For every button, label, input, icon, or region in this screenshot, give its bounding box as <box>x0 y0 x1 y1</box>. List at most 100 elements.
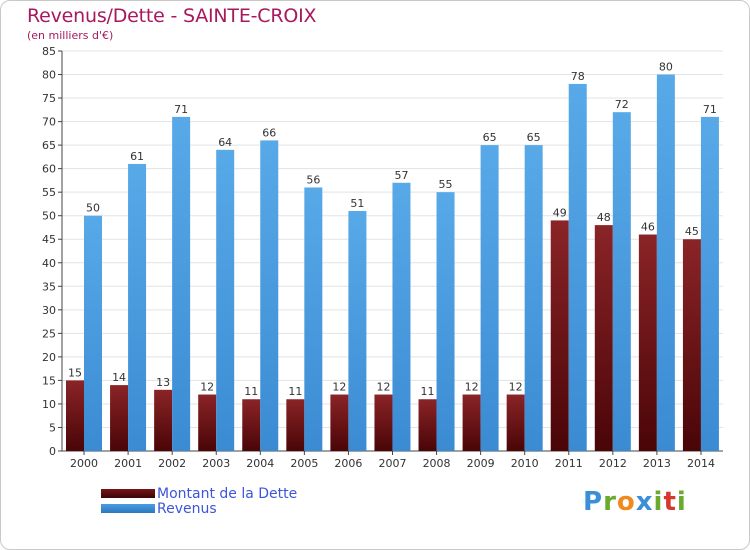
x-tick-label: 2002 <box>158 457 186 470</box>
data-label-revenue: 61 <box>130 150 144 163</box>
x-tick-label: 2000 <box>70 457 98 470</box>
y-tick-label: 20 <box>42 351 56 364</box>
bar-debt <box>506 394 525 451</box>
logo-letter: o <box>616 487 636 517</box>
legend-label-revenue: Revenus <box>157 501 217 517</box>
bar-debt <box>154 389 173 451</box>
bar-revenue <box>436 192 455 452</box>
bar-revenue <box>84 215 102 451</box>
legend-label-debt: Montant de la Dette <box>157 486 298 502</box>
x-tick-label: 2010 <box>511 457 539 470</box>
data-label-debt: 45 <box>685 225 699 238</box>
data-label-debt: 15 <box>68 366 82 379</box>
legend-swatch-revenue <box>101 504 155 513</box>
bar-revenue <box>612 112 631 452</box>
proxiti-logo: Proxiti <box>583 487 687 517</box>
logo-letter: t <box>663 487 677 517</box>
y-tick-label: 80 <box>42 69 56 82</box>
bar-debt <box>550 220 569 451</box>
bar-debt <box>418 399 437 451</box>
bar-debt <box>242 399 261 451</box>
bar-debt <box>594 225 613 451</box>
bar-debt <box>286 399 305 451</box>
data-label-revenue: 78 <box>571 70 585 83</box>
bar-revenue <box>348 211 367 451</box>
y-tick-label: 55 <box>42 186 56 199</box>
data-label-debt: 12 <box>465 381 479 394</box>
bar-revenue <box>568 83 587 452</box>
y-tick-label: 65 <box>42 139 56 152</box>
y-tick-label: 15 <box>42 374 56 387</box>
data-label-revenue: 65 <box>483 131 497 144</box>
data-label-revenue: 71 <box>703 103 717 116</box>
data-label-debt: 11 <box>244 385 258 398</box>
y-tick-label: 25 <box>42 327 56 340</box>
x-tick-label: 2009 <box>467 457 495 470</box>
data-label-debt: 14 <box>112 371 126 384</box>
x-tick-label: 2012 <box>599 457 627 470</box>
y-tick-label: 50 <box>42 210 56 223</box>
y-tick-label: 85 <box>42 45 56 58</box>
data-label-revenue: 57 <box>394 169 408 182</box>
y-tick-label: 35 <box>42 280 56 293</box>
data-label-debt: 12 <box>200 381 214 394</box>
y-tick-label: 75 <box>42 92 56 105</box>
x-tick-label: 2014 <box>687 457 715 470</box>
y-tick-label: 10 <box>42 398 56 411</box>
logo-letter: i <box>653 487 664 517</box>
bar-revenue <box>128 163 147 452</box>
bar-revenue <box>656 74 675 451</box>
y-tick-label: 60 <box>42 163 56 176</box>
data-label-debt: 11 <box>288 385 302 398</box>
data-label-revenue: 72 <box>615 98 629 111</box>
x-tick-label: 2013 <box>643 457 671 470</box>
data-label-revenue: 64 <box>218 136 232 149</box>
data-label-revenue: 80 <box>659 61 673 74</box>
bar-revenue <box>524 145 543 451</box>
data-label-revenue: 65 <box>527 131 541 144</box>
data-label-revenue: 56 <box>306 173 320 186</box>
bar-revenue <box>216 149 235 451</box>
bar-debt <box>682 239 701 451</box>
logo-letter: P <box>583 487 604 517</box>
x-tick-label: 2005 <box>290 457 318 470</box>
data-label-debt: 48 <box>597 211 611 224</box>
data-label-debt: 13 <box>156 376 170 389</box>
y-tick-label: 70 <box>42 116 56 129</box>
bar-revenue <box>260 140 279 452</box>
bar-debt <box>66 380 84 451</box>
bar-debt <box>330 394 349 451</box>
logo-letter: i <box>676 487 687 517</box>
data-label-revenue: 50 <box>86 202 100 215</box>
data-label-debt: 49 <box>553 206 567 219</box>
chart-subtitle: (en milliers d'€) <box>27 29 114 42</box>
bar-debt <box>638 234 657 451</box>
data-label-revenue: 71 <box>174 103 188 116</box>
bar-revenue <box>480 145 499 451</box>
y-tick-label: 5 <box>49 421 56 434</box>
data-label-debt: 11 <box>421 385 435 398</box>
bar-revenue <box>700 116 719 451</box>
y-tick-label: 30 <box>42 304 56 317</box>
data-label-debt: 12 <box>509 381 523 394</box>
x-tick-label: 2008 <box>423 457 451 470</box>
bar-revenue <box>304 187 323 451</box>
y-tick-label: 45 <box>42 233 56 246</box>
data-label-revenue: 51 <box>350 197 364 210</box>
x-tick-label: 2011 <box>555 457 583 470</box>
x-tick-label: 2001 <box>114 457 142 470</box>
data-label-revenue: 66 <box>262 126 276 139</box>
bar-revenue <box>392 182 411 451</box>
x-tick-label: 2004 <box>246 457 274 470</box>
x-tick-label: 2007 <box>379 457 407 470</box>
logo-letter: r <box>603 487 617 517</box>
bar-debt <box>374 394 393 451</box>
data-label-debt: 12 <box>376 381 390 394</box>
x-tick-label: 2003 <box>202 457 230 470</box>
y-tick-label: 0 <box>49 445 56 458</box>
legend-swatch-debt <box>101 489 155 498</box>
bar-debt <box>462 394 481 451</box>
bar-debt <box>198 394 217 451</box>
